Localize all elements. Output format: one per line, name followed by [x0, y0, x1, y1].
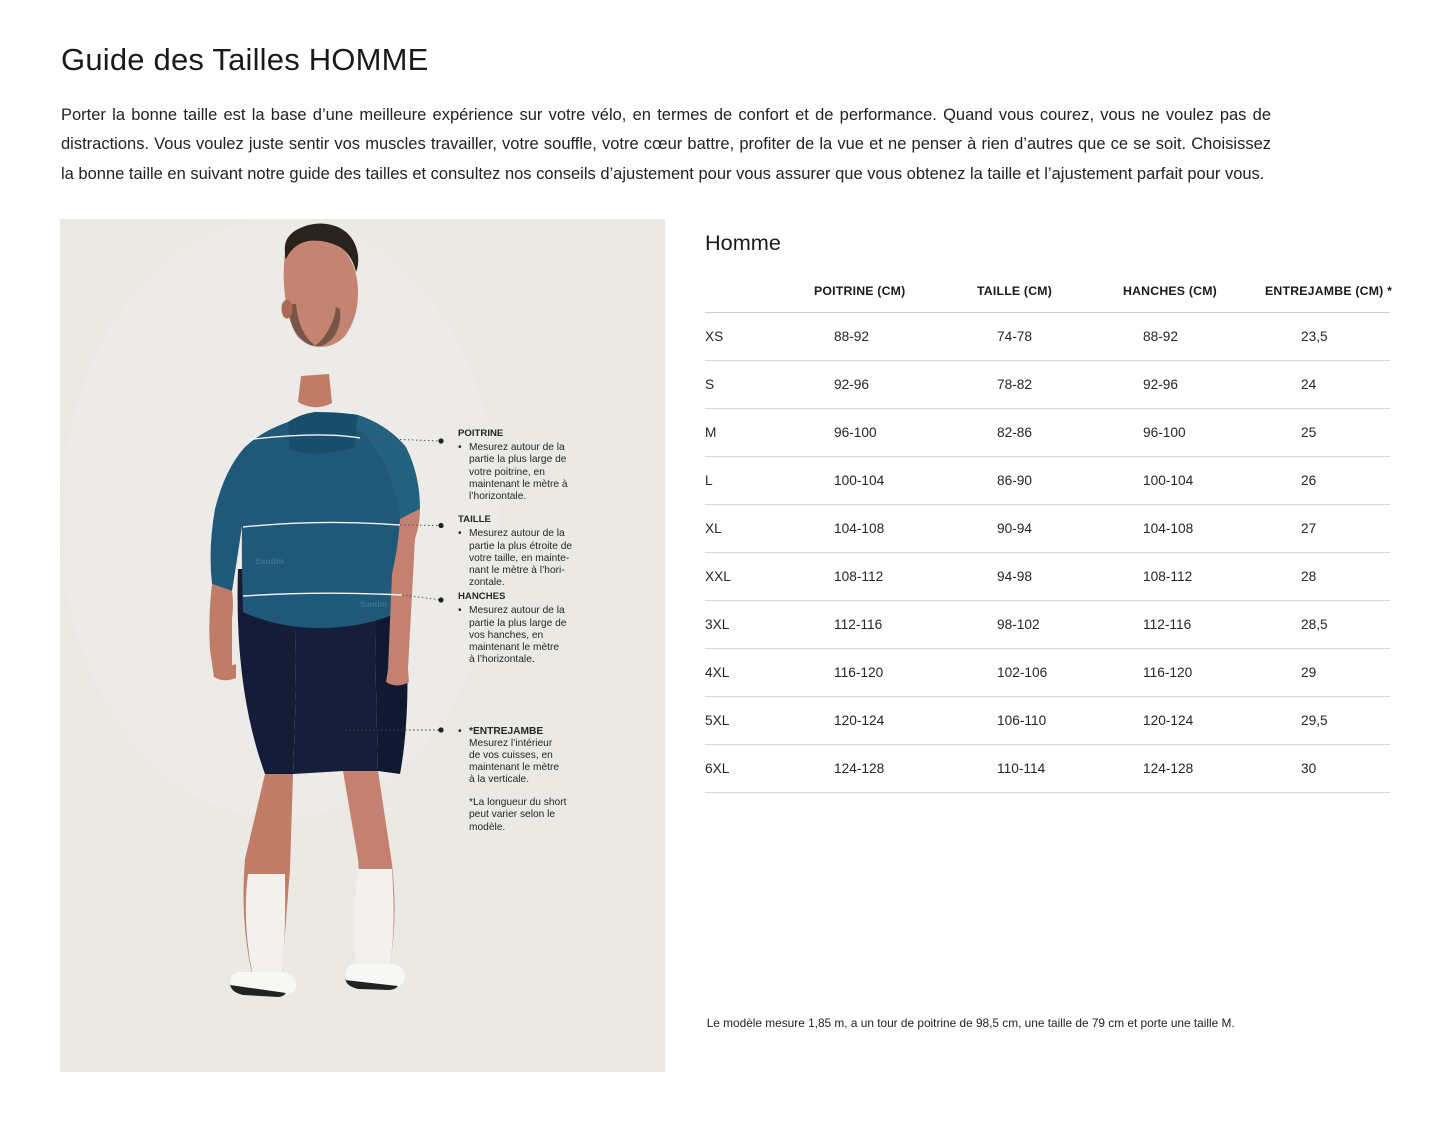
svg-text:Santini: Santini — [360, 600, 387, 609]
svg-text:Santini: Santini — [255, 556, 283, 566]
